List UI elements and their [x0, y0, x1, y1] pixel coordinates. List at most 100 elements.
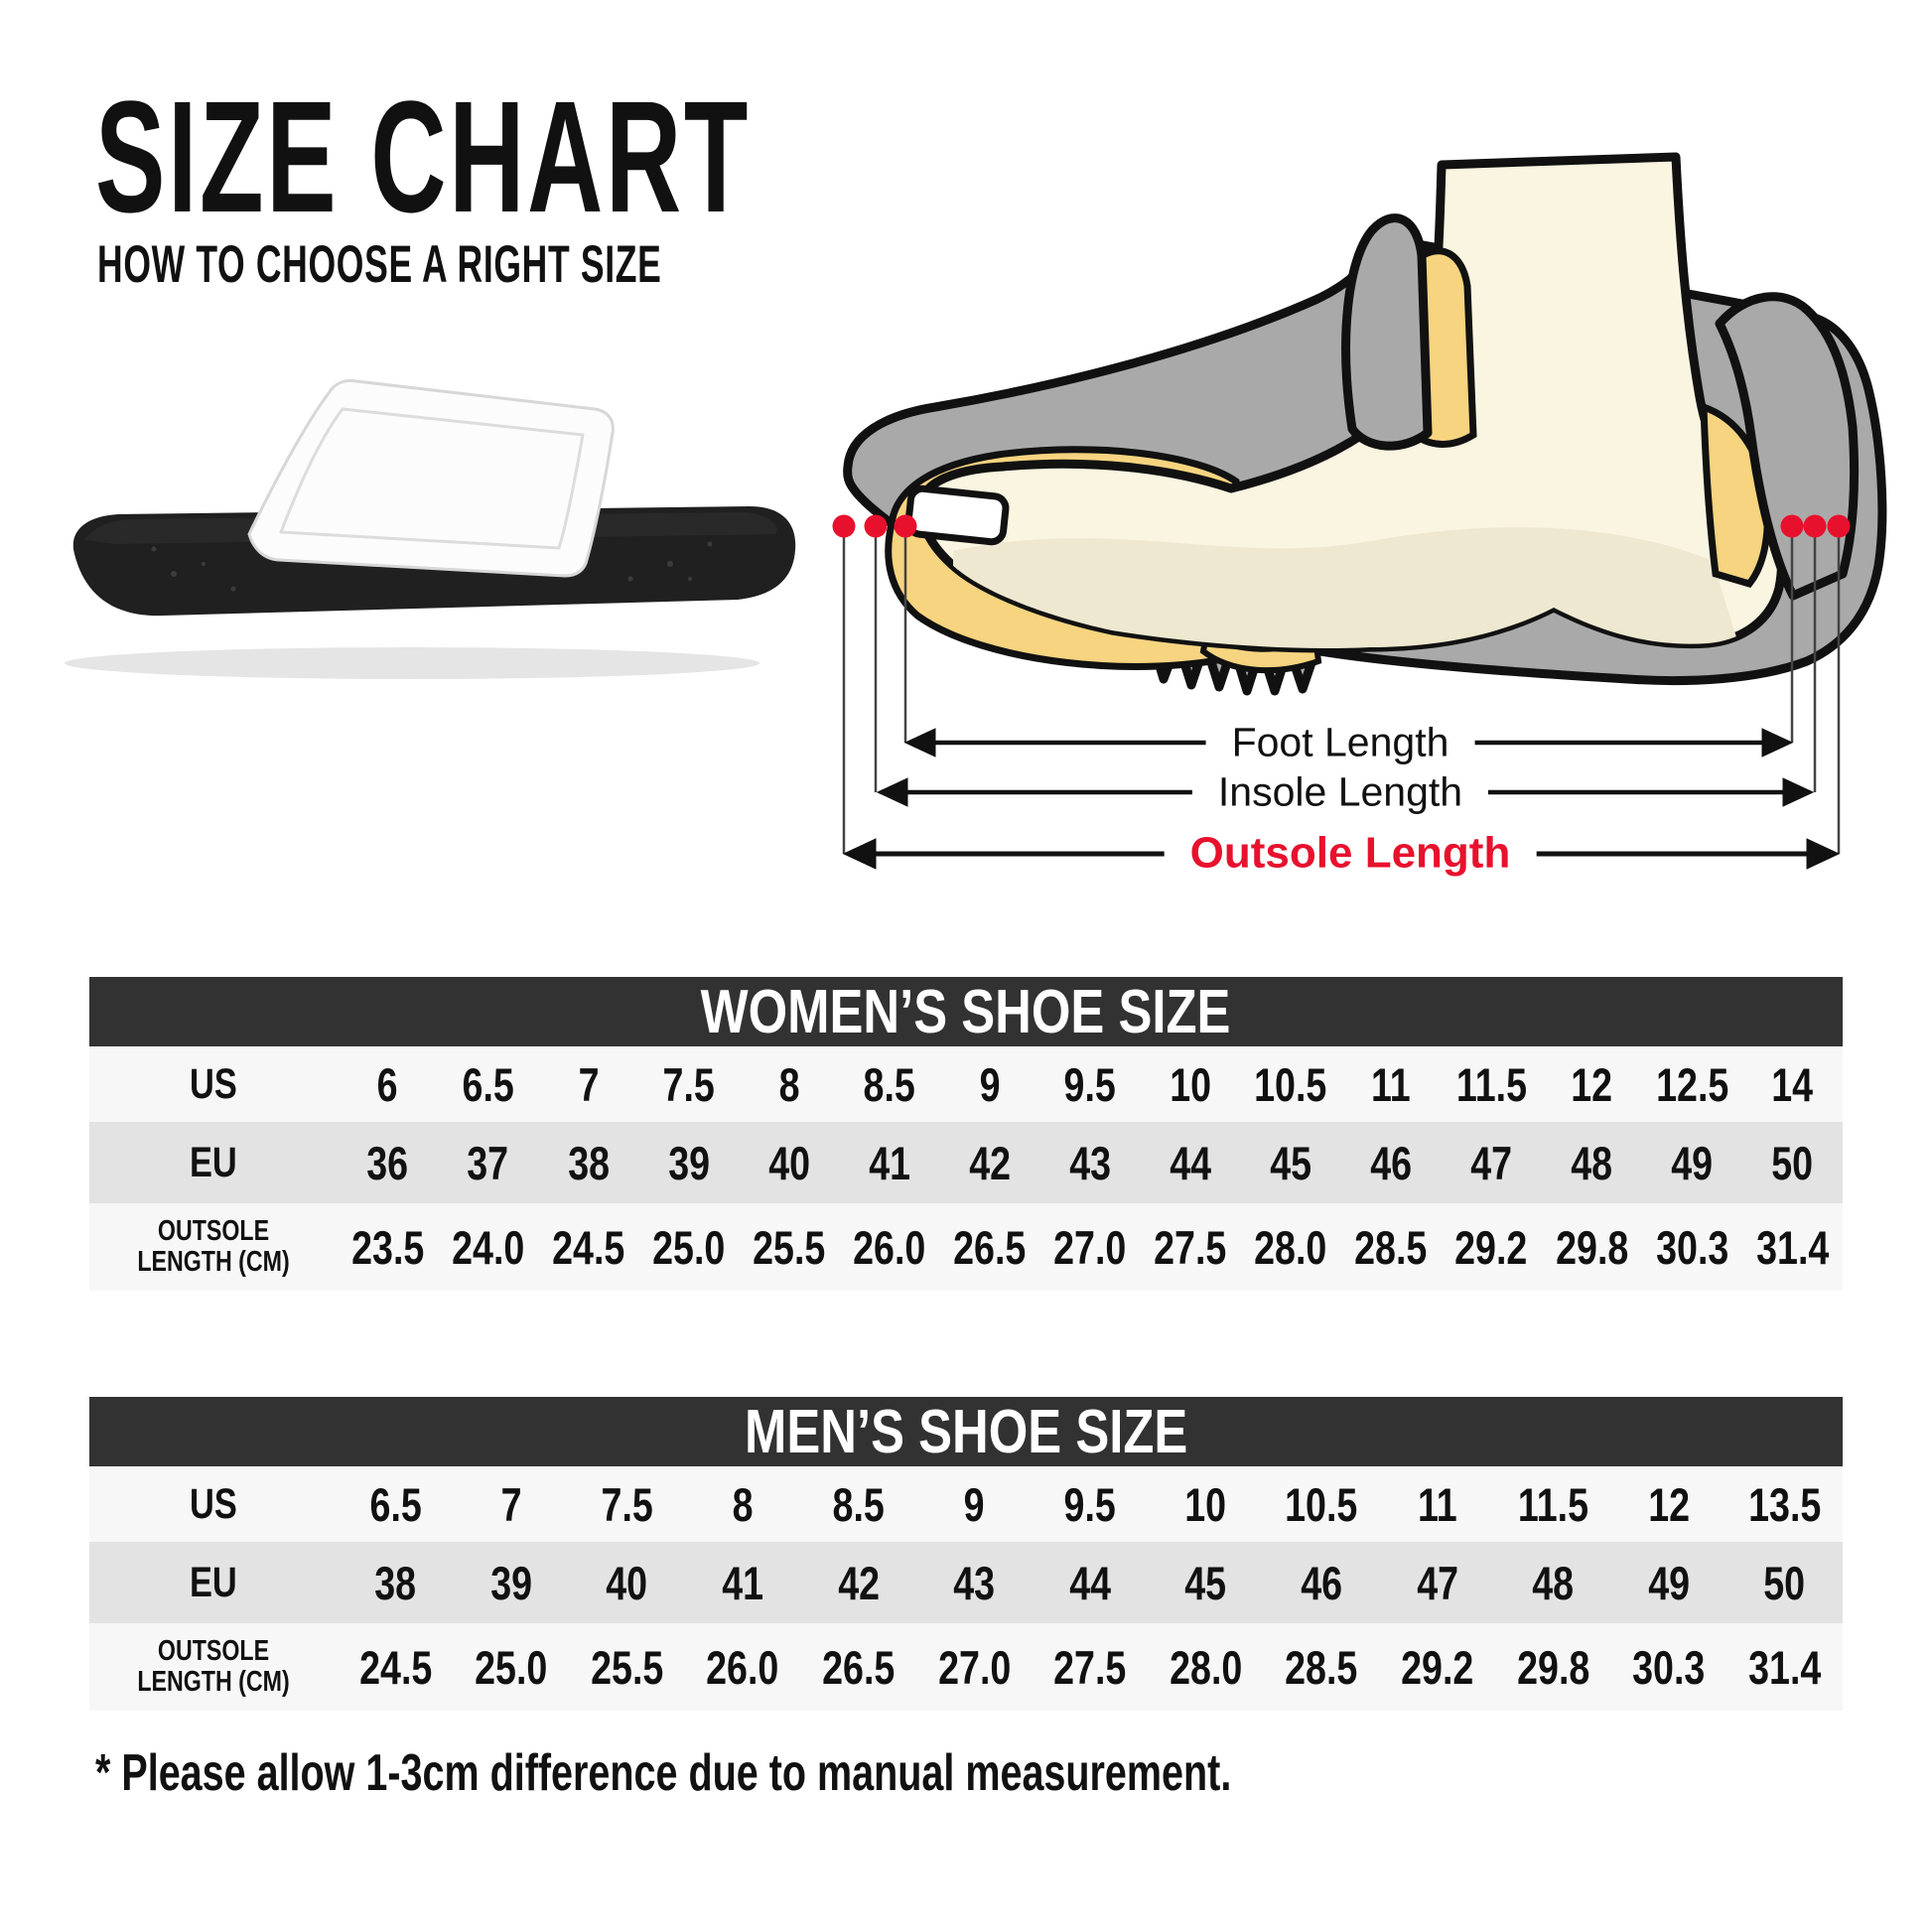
womens-size-table: WOMEN’S SHOE SIZE US 6 6.5 7 7.5 8 8.5 9 9.5 10 10.… — [89, 977, 1843, 1291]
row-label: US — [190, 1479, 237, 1528]
size-value-cell: 47 — [1416, 1556, 1458, 1609]
row-label: OUTSOLE LENGTH (CM) — [137, 1634, 290, 1698]
size-value-cell: 29.8 — [1516, 1640, 1589, 1694]
row-label: US — [190, 1059, 237, 1108]
size-value-cell: 7.5 — [662, 1057, 715, 1111]
table-row: US 6 6.5 7 7.5 8 8.5 9 9.5 10 10.5 11 11.5 12 12.5 14 — [89, 1046, 1843, 1122]
size-value-cell: 26.5 — [822, 1640, 896, 1694]
size-value-cell: 10.5 — [1254, 1057, 1327, 1111]
size-value-cell: 48 — [1532, 1556, 1575, 1609]
size-value-cell: 46 — [1370, 1136, 1413, 1189]
size-value-cell: 38 — [567, 1136, 610, 1189]
size-value-cell: 43 — [953, 1556, 996, 1609]
size-value-cell: 11.5 — [1517, 1477, 1588, 1531]
table-row: OUTSOLE LENGTH (CM) 23.5 24.0 24.5 25.0 25.5 26… — [89, 1203, 1843, 1291]
table-row: EU 38 39 40 41 42 43 44 45 46 47 48 49 50 — [89, 1542, 1843, 1623]
size-value-cell: 14 — [1771, 1057, 1814, 1111]
size-value-cell: 25.0 — [475, 1640, 548, 1694]
foot-length-label: Foot Length — [1205, 717, 1475, 768]
foot-measurement-diagram — [832, 152, 1887, 870]
size-value-cell: 45 — [1270, 1136, 1312, 1189]
size-value-cell: 10 — [1170, 1057, 1211, 1111]
size-value-cell: 42 — [837, 1556, 880, 1609]
size-value-cell: 6 — [377, 1057, 398, 1111]
size-value-cell: 26.0 — [853, 1220, 926, 1274]
size-value-cell: 25.5 — [590, 1640, 664, 1694]
sole-texture — [151, 541, 713, 592]
size-value-cell: 46 — [1301, 1556, 1343, 1609]
size-value-cell: 44 — [1069, 1556, 1111, 1609]
size-value-cell: 31.4 — [1755, 1220, 1829, 1274]
size-value-cell: 40 — [767, 1136, 810, 1189]
table-row: US 6.5 7 7.5 8 8.5 9 9.5 10 10.5 11 11.5 12 13.5 — [89, 1466, 1843, 1542]
size-value-cell: 6.5 — [369, 1477, 422, 1531]
size-value-cell: 41 — [722, 1556, 764, 1609]
sandal-strap-seam — [279, 407, 585, 550]
size-value-cell: 9.5 — [1063, 1057, 1117, 1111]
size-value-cell: 6.5 — [462, 1057, 514, 1111]
size-value-cell: 48 — [1571, 1136, 1613, 1189]
size-value-cell: 25.0 — [652, 1220, 726, 1274]
size-value-cell: 23.5 — [350, 1220, 425, 1274]
size-value-cell: 28.0 — [1254, 1220, 1327, 1274]
size-value-cell: 40 — [606, 1556, 648, 1609]
size-value-cell: 30.3 — [1655, 1220, 1728, 1274]
size-value-cell: 31.4 — [1748, 1640, 1822, 1694]
row-label: EU — [190, 1138, 237, 1186]
insole-length-label: Insole Length — [1191, 766, 1489, 818]
size-value-cell: 8 — [778, 1057, 800, 1111]
size-value-cell: 39 — [667, 1136, 710, 1189]
row-label: EU — [190, 1558, 237, 1606]
size-value-cell: 29.2 — [1454, 1220, 1528, 1274]
size-value-cell: 8.5 — [863, 1057, 915, 1111]
table-row: EU 36 37 38 39 40 41 42 43 44 45 46 47 48 49 50 — [89, 1122, 1843, 1203]
size-value-cell: 39 — [489, 1556, 532, 1609]
size-value-cell: 26.0 — [706, 1640, 779, 1694]
shoe-front-collar — [1341, 213, 1433, 451]
size-value-cell: 27.5 — [1154, 1220, 1227, 1274]
size-value-cell: 49 — [1671, 1136, 1714, 1189]
size-value-cell: 45 — [1184, 1556, 1227, 1609]
size-value-cell: 37 — [467, 1136, 509, 1189]
size-value-cell: 24.5 — [358, 1640, 432, 1694]
size-value-cell: 12 — [1571, 1057, 1613, 1111]
size-value-cell: 26.5 — [953, 1220, 1027, 1274]
size-value-cell: 29.8 — [1555, 1220, 1628, 1274]
size-value-cell: 29.2 — [1401, 1640, 1474, 1694]
outsole-length-label: Outsole Length — [1164, 826, 1537, 882]
size-value-cell: 28.5 — [1285, 1640, 1358, 1694]
size-value-cell: 50 — [1763, 1556, 1806, 1609]
size-value-cell: 9 — [963, 1477, 985, 1531]
table-title: MEN’S SHOE SIZE — [89, 1397, 1843, 1466]
size-value-cell: 7 — [500, 1477, 522, 1531]
size-value-cell: 10 — [1184, 1477, 1227, 1531]
size-value-cell: 41 — [868, 1136, 910, 1189]
toenail — [904, 484, 1010, 546]
size-value-cell: 12.5 — [1655, 1057, 1728, 1111]
size-value-cell: 9.5 — [1063, 1477, 1117, 1531]
size-value-cell: 27.5 — [1053, 1640, 1127, 1694]
size-value-cell: 13.5 — [1748, 1477, 1822, 1531]
size-value-cell: 24.0 — [451, 1220, 525, 1274]
size-value-cell: 50 — [1771, 1136, 1814, 1189]
size-value-cell: 11.5 — [1455, 1057, 1527, 1111]
page-subtitle: HOW TO CHOOSE A RIGHT SIZE — [97, 235, 662, 294]
size-value-cell: 38 — [374, 1556, 417, 1609]
table-row: OUTSOLE LENGTH (CM) 24.5 25.0 25.5 26.0 26.5 27… — [89, 1623, 1843, 1711]
size-value-cell: 24.5 — [552, 1220, 625, 1274]
size-value-cell: 8 — [732, 1477, 754, 1531]
slide-sandal-image — [65, 379, 796, 679]
size-value-cell: 27.0 — [1053, 1220, 1127, 1274]
size-value-cell: 11 — [1417, 1477, 1457, 1531]
mens-size-table: MEN’S SHOE SIZE US 6.5 7 7.5 8 8.5 9 9.5 10 10.5 11… — [89, 1397, 1843, 1711]
size-value-cell: 36 — [366, 1136, 409, 1189]
size-value-cell: 42 — [968, 1136, 1011, 1189]
row-label: OUTSOLE LENGTH (CM) — [137, 1214, 290, 1278]
measurement-lines — [842, 526, 1841, 854]
size-value-cell: 49 — [1648, 1556, 1690, 1609]
size-value-cell: 43 — [1069, 1136, 1111, 1189]
size-value-cell: 27.0 — [937, 1640, 1011, 1694]
size-value-cell: 30.3 — [1632, 1640, 1706, 1694]
size-value-cell: 7 — [578, 1057, 600, 1111]
